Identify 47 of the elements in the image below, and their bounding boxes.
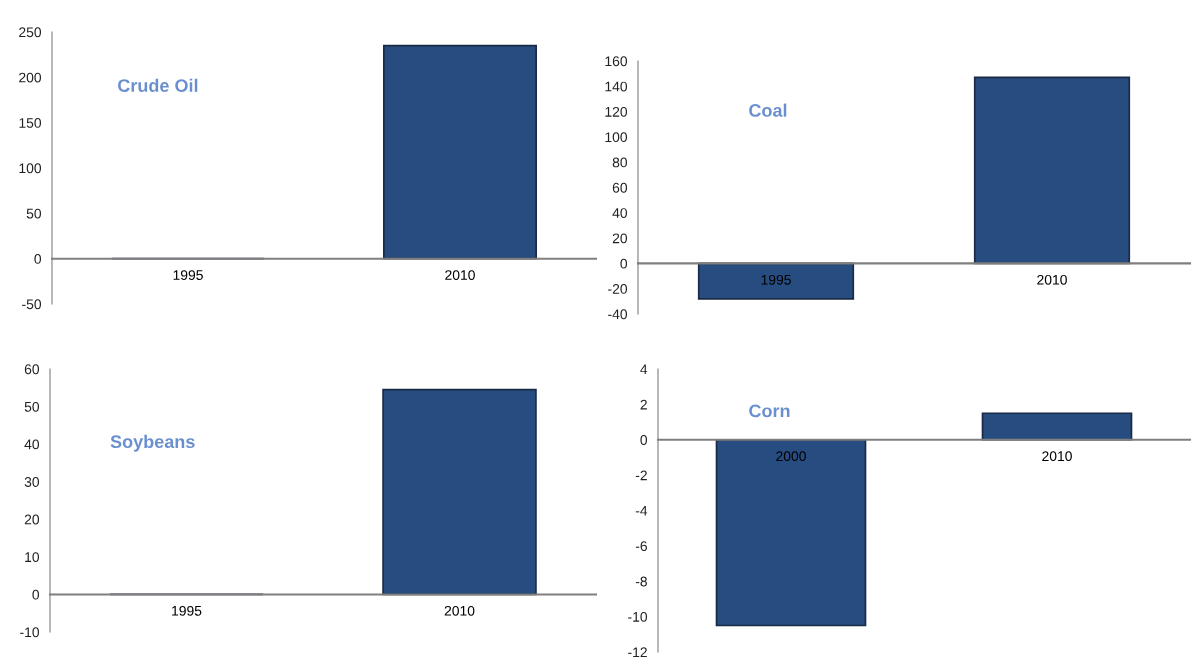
y-tick-label: 50 — [26, 208, 42, 219]
y-tick-label: 0 — [640, 435, 648, 445]
y-tick-label: 250 — [19, 27, 42, 38]
y-tick-label: -2 — [635, 470, 647, 481]
y-tick-label: 10 — [25, 552, 40, 563]
x-tick-label: 2000 — [776, 451, 806, 462]
y-tick-label: 100 — [605, 132, 628, 143]
y-tick-label: -4 — [635, 505, 648, 516]
y-tick-label: 0 — [620, 258, 628, 269]
text: Coal — [749, 103, 787, 117]
y-tick-label: -10 — [20, 627, 40, 638]
y-tick-label: -6 — [635, 541, 647, 552]
y-tick-label: 40 — [24, 439, 40, 450]
y-tick-label: 40 — [612, 208, 628, 218]
x-tick-label: 1995 — [761, 274, 791, 285]
y-tick-label: 4 — [640, 364, 648, 375]
text: Soybeans — [110, 434, 195, 452]
text: Crude Oil — [118, 78, 198, 93]
y-tick-label: -12 — [628, 647, 647, 658]
y-tick-label: 140 — [605, 81, 628, 92]
y-tick-label: 150 — [19, 118, 42, 128]
y-tick-label: 50 — [24, 401, 40, 412]
x-tick-label: 2010 — [1037, 274, 1067, 285]
y-tick-label: 30 — [24, 477, 40, 487]
y-tick-label: -8 — [635, 576, 647, 587]
x-tick-label: 2010 — [444, 605, 475, 616]
x-tick-label: 2010 — [1042, 451, 1072, 462]
y-tick-label: 120 — [605, 106, 628, 117]
x-tick-label: 1995 — [173, 270, 203, 280]
y-tick-label: 20 — [24, 514, 40, 525]
y-tick-label: -20 — [608, 284, 628, 294]
y-tick-label: 160 — [605, 56, 628, 67]
y-tick-label: 60 — [612, 182, 628, 193]
x-tick-label: 2010 — [445, 270, 475, 280]
y-tick-label: -40 — [608, 309, 628, 320]
x-tick-label: 1995 — [172, 605, 202, 616]
y-tick-label: 20 — [612, 233, 628, 244]
y-tick-label: -50 — [22, 299, 42, 310]
y-tick-label: 100 — [19, 163, 42, 174]
y-tick-label: 60 — [24, 364, 40, 375]
y-tick-label: 2 — [640, 399, 647, 410]
y-tick-label: 80 — [612, 157, 628, 168]
y-tick-label: 0 — [32, 589, 40, 600]
y-tick-label: 0 — [34, 254, 42, 264]
y-tick-label: 200 — [19, 72, 42, 83]
y-tick-label: -10 — [628, 611, 648, 622]
text: Corn — [749, 404, 790, 418]
